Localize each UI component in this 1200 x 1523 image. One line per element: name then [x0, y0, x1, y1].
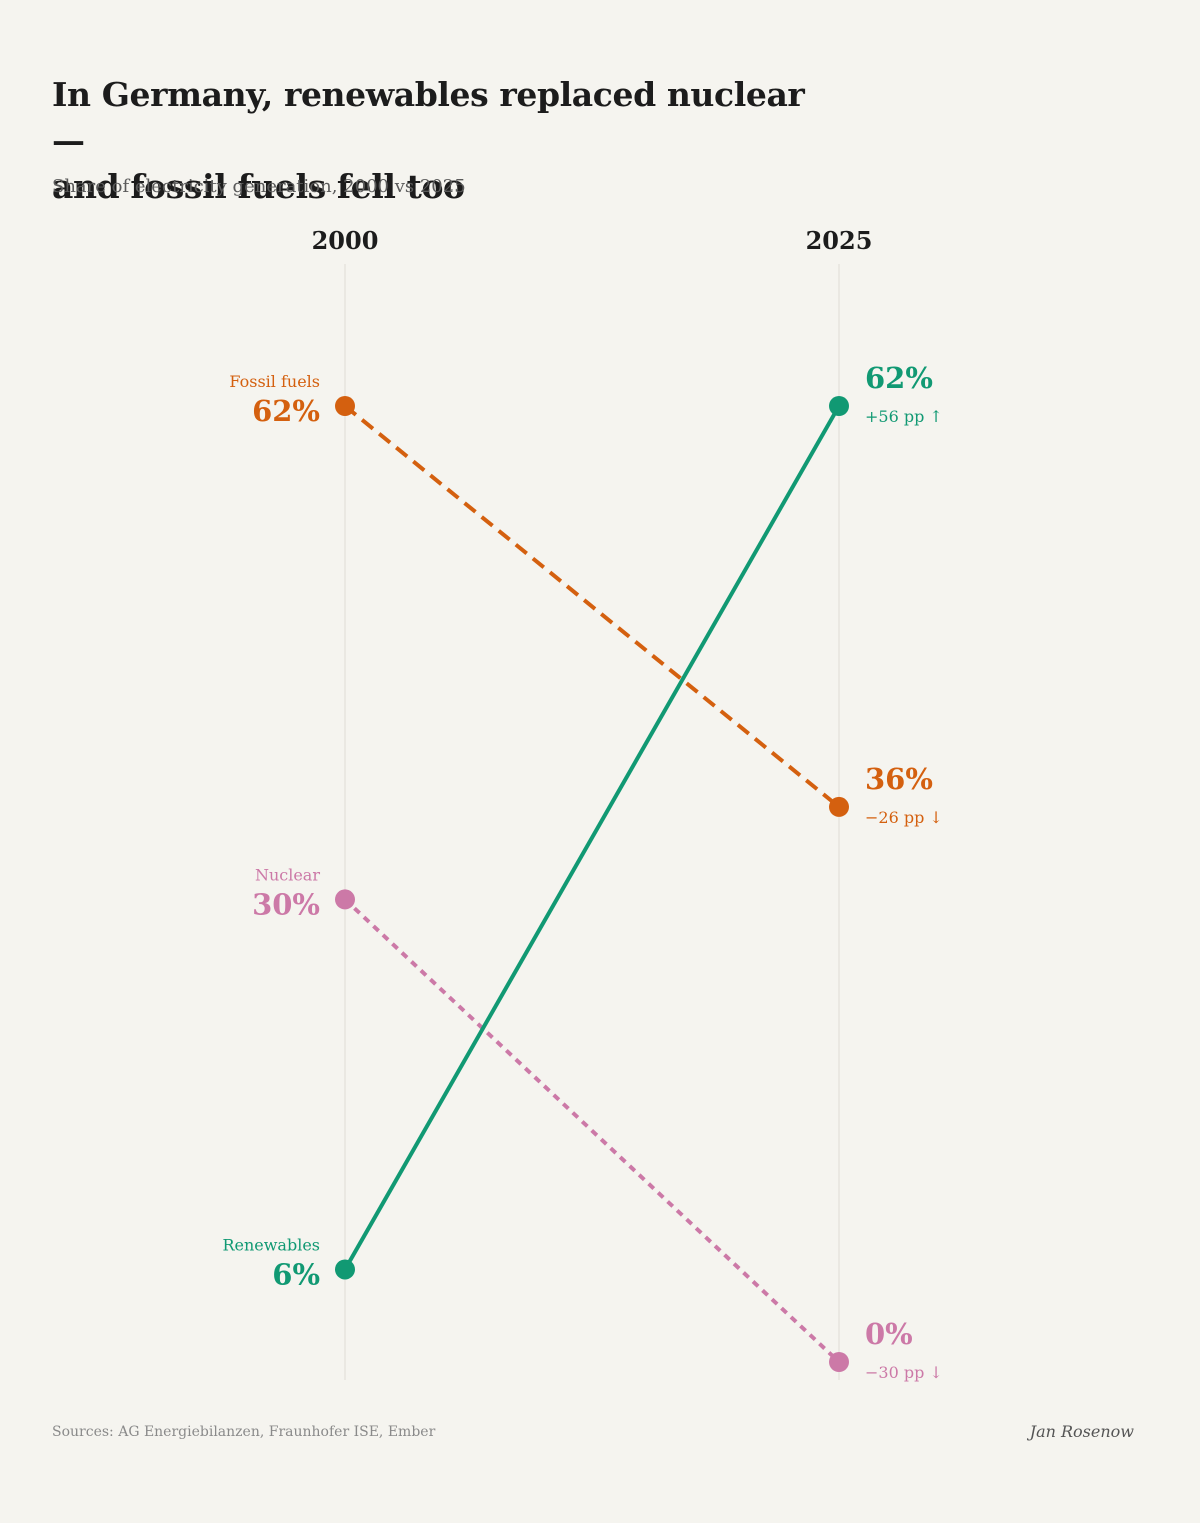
data-label-renewables-2000: 6%	[272, 1257, 320, 1291]
data-point-fossil-fuels-2025	[829, 796, 849, 817]
x-tick-label-2025: 2025	[806, 226, 873, 255]
author-credit: Jan Rosenow	[1029, 1422, 1134, 1441]
series-line-nuclear	[343, 897, 841, 1364]
chart-title-line-1: In Germany, renewables replaced nuclear …	[52, 75, 805, 160]
change-label-renewables: +56 pp ↑	[865, 407, 943, 426]
source-note: Sources: AG Energiebilanzen, Fraunhofer …	[52, 1424, 436, 1440]
data-point-renewables-2000	[335, 1259, 355, 1280]
series-line-fossil-fuels	[343, 404, 841, 809]
series-line-renewables	[343, 405, 841, 1271]
series-name-fossil-fuels: Fossil fuels	[229, 372, 320, 391]
data-label-nuclear-2025: 0%	[865, 1317, 913, 1351]
chart-subtitle: Share of electricity generation, 2000 vs…	[52, 176, 466, 197]
data-label-nuclear-2000: 30%	[252, 887, 320, 921]
data-point-renewables-2025	[829, 396, 849, 416]
data-label-renewables-2025: 62%	[865, 361, 933, 395]
data-label-fossil-fuels-2000: 62%	[252, 394, 320, 428]
series-name-renewables: Renewables	[222, 1235, 320, 1254]
series-name-nuclear: Nuclear	[255, 865, 320, 884]
chart-title-line-2: and fossil fuels fell too	[52, 167, 465, 206]
data-point-fossil-fuels-2000	[335, 396, 355, 416]
change-label-fossil-fuels: −26 pp ↓	[865, 808, 943, 827]
x-tick-label-2000: 2000	[312, 226, 379, 255]
data-point-nuclear-2025	[829, 1352, 849, 1372]
data-point-nuclear-2000	[335, 889, 355, 910]
data-label-fossil-fuels-2025: 36%	[865, 762, 933, 796]
change-label-nuclear: −30 pp ↓	[865, 1363, 943, 1382]
chart-title: In Germany, renewables replaced nuclear …	[52, 72, 812, 210]
